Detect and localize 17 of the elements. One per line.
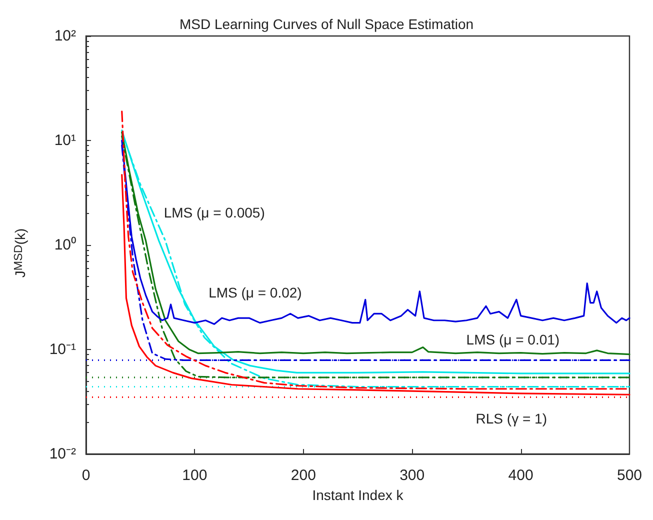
series-label: LMS (μ = 0.01) (466, 331, 560, 348)
chart-title: MSD Learning Curves of Null Space Estimation (179, 16, 474, 32)
series-label: LMS (μ = 0.005) (164, 204, 265, 221)
y-tick-label: 10¹ (54, 132, 76, 149)
x-tick-label: 300 (400, 467, 425, 484)
y-tick-label: 10⁻² (49, 446, 76, 462)
x-tick-label: 200 (290, 467, 316, 484)
x-axis-title: Instant Index k (312, 487, 404, 503)
series-label: LMS (μ = 0.02) (208, 284, 302, 300)
y-tick-label: 10² (54, 28, 76, 44)
x-tick-label: 100 (182, 467, 208, 484)
x-tick-label: 0 (82, 467, 90, 484)
x-tick-label: 500 (616, 467, 642, 484)
x-tick-label: 400 (508, 467, 534, 484)
y-tick-label: 10⁻¹ (49, 341, 76, 358)
series-label: RLS (γ = 1) (476, 410, 547, 426)
y-tick-label: 10⁰ (54, 236, 76, 254)
